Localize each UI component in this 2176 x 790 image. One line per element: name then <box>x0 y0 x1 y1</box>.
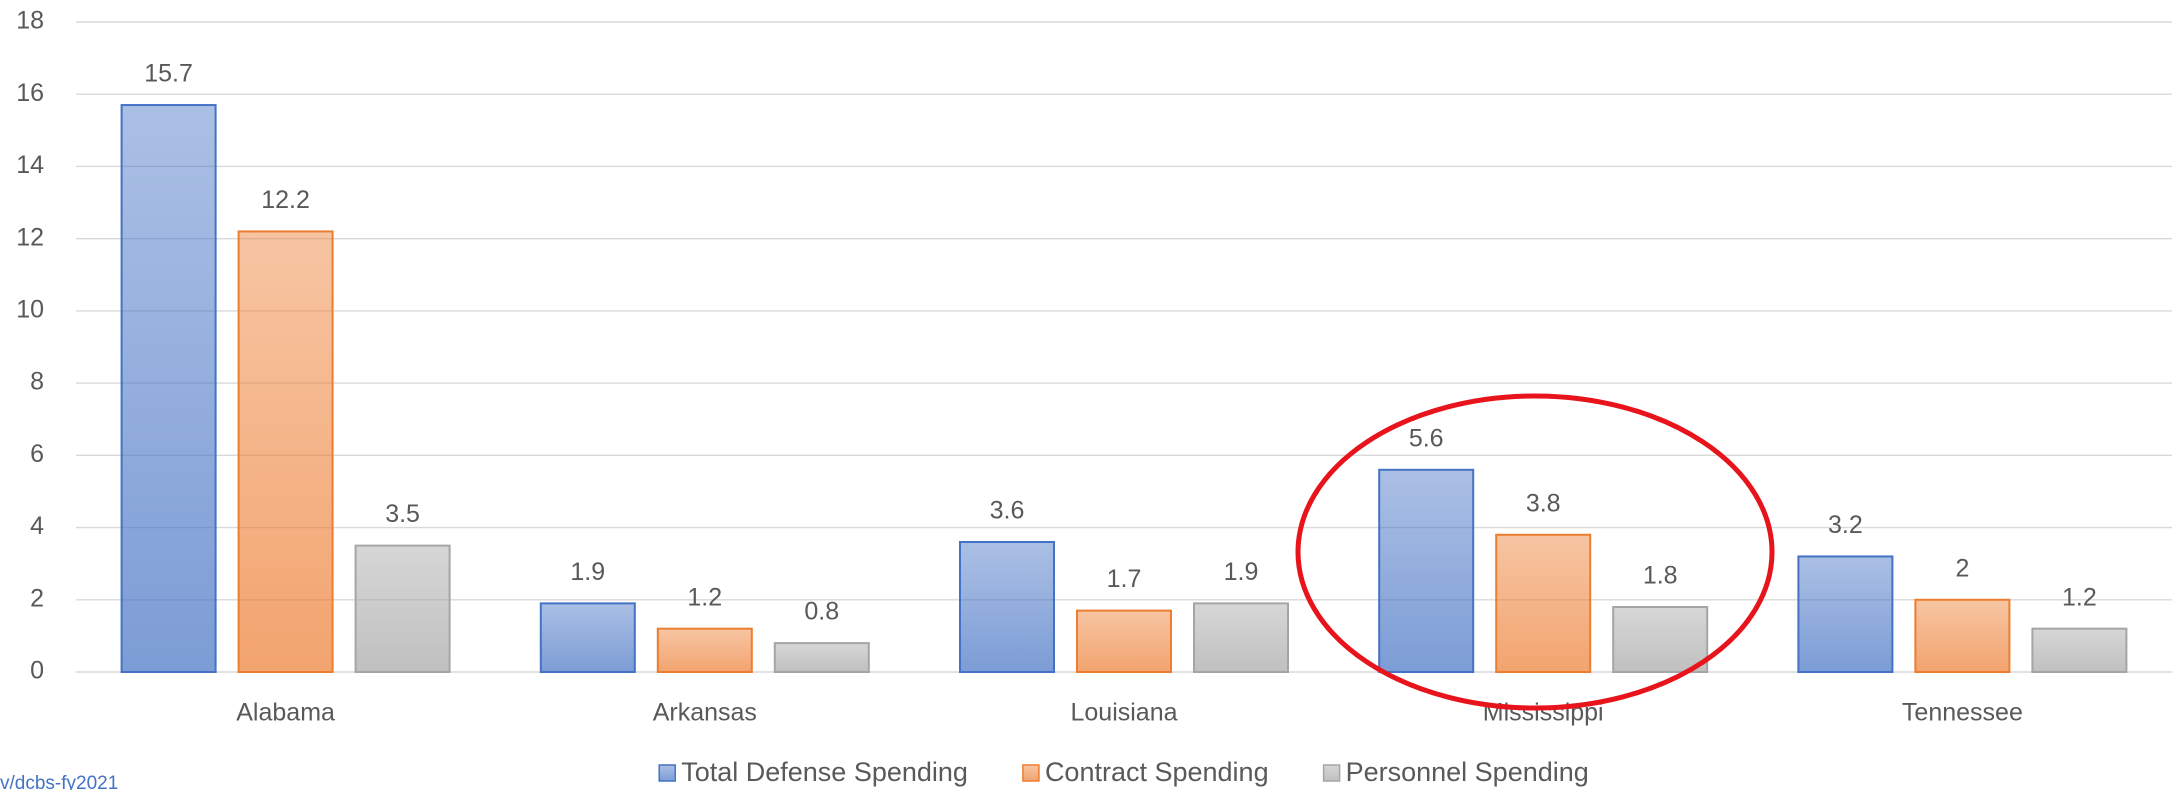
data-label: 15.7 <box>144 60 193 88</box>
data-label: 1.9 <box>570 558 605 586</box>
highlight-ellipse <box>1295 393 1775 711</box>
bar <box>1914 598 2011 673</box>
x-tick-label: Louisiana <box>1070 699 1177 727</box>
data-label: 1.2 <box>687 583 722 611</box>
data-label: 1.2 <box>2062 583 2097 611</box>
y-tick-label: 0 <box>30 657 44 685</box>
bar <box>1495 533 1592 673</box>
bar <box>120 104 217 674</box>
bar <box>959 541 1055 673</box>
data-label: 0.8 <box>804 598 839 626</box>
bar <box>656 627 753 674</box>
bar <box>1612 606 1709 673</box>
data-label: 1.7 <box>1107 565 1142 593</box>
bar <box>773 642 870 673</box>
legend-swatch <box>1022 764 1040 782</box>
x-tick-label: Alabama <box>236 699 335 727</box>
legend-label: Total Defense Spending <box>681 757 968 787</box>
y-tick-label: 18 <box>16 7 44 35</box>
data-label: 3.8 <box>1526 489 1561 517</box>
y-tick-label: 14 <box>16 151 44 179</box>
legend-swatch <box>1322 764 1341 782</box>
bar <box>2031 627 2128 674</box>
data-label: 12.2 <box>261 186 310 214</box>
source-link[interactable]: v/dcbs-fy2021 <box>0 773 118 790</box>
data-label: 2 <box>1955 554 1969 582</box>
bar <box>237 230 334 673</box>
bar <box>1797 555 1894 674</box>
y-tick-label: 16 <box>16 79 44 107</box>
data-label: 1.9 <box>1224 558 1259 586</box>
legend-label: Personnel Spending <box>1346 757 1589 787</box>
y-tick-label: 8 <box>30 368 44 396</box>
legend-swatch <box>658 764 676 782</box>
y-tick-label: 6 <box>30 440 44 468</box>
data-label: 3.2 <box>1828 511 1863 539</box>
y-tick-label: 4 <box>30 512 44 540</box>
legend-label: Contract Spending <box>1045 757 1269 787</box>
y-tick-label: 2 <box>30 584 44 612</box>
bar <box>1193 602 1289 674</box>
bar <box>354 544 451 673</box>
bar <box>1076 609 1172 673</box>
data-label: 3.6 <box>990 497 1025 525</box>
bar <box>539 602 636 674</box>
data-label: 5.6 <box>1409 424 1444 452</box>
y-tick-label: 12 <box>16 223 44 251</box>
bar <box>1378 468 1475 673</box>
data-label: 3.5 <box>385 500 420 528</box>
data-label: 1.8 <box>1643 562 1678 590</box>
x-tick-label: Tennessee <box>1902 699 2023 727</box>
y-tick-label: 10 <box>16 295 44 323</box>
x-tick-label: Arkansas <box>653 699 757 727</box>
